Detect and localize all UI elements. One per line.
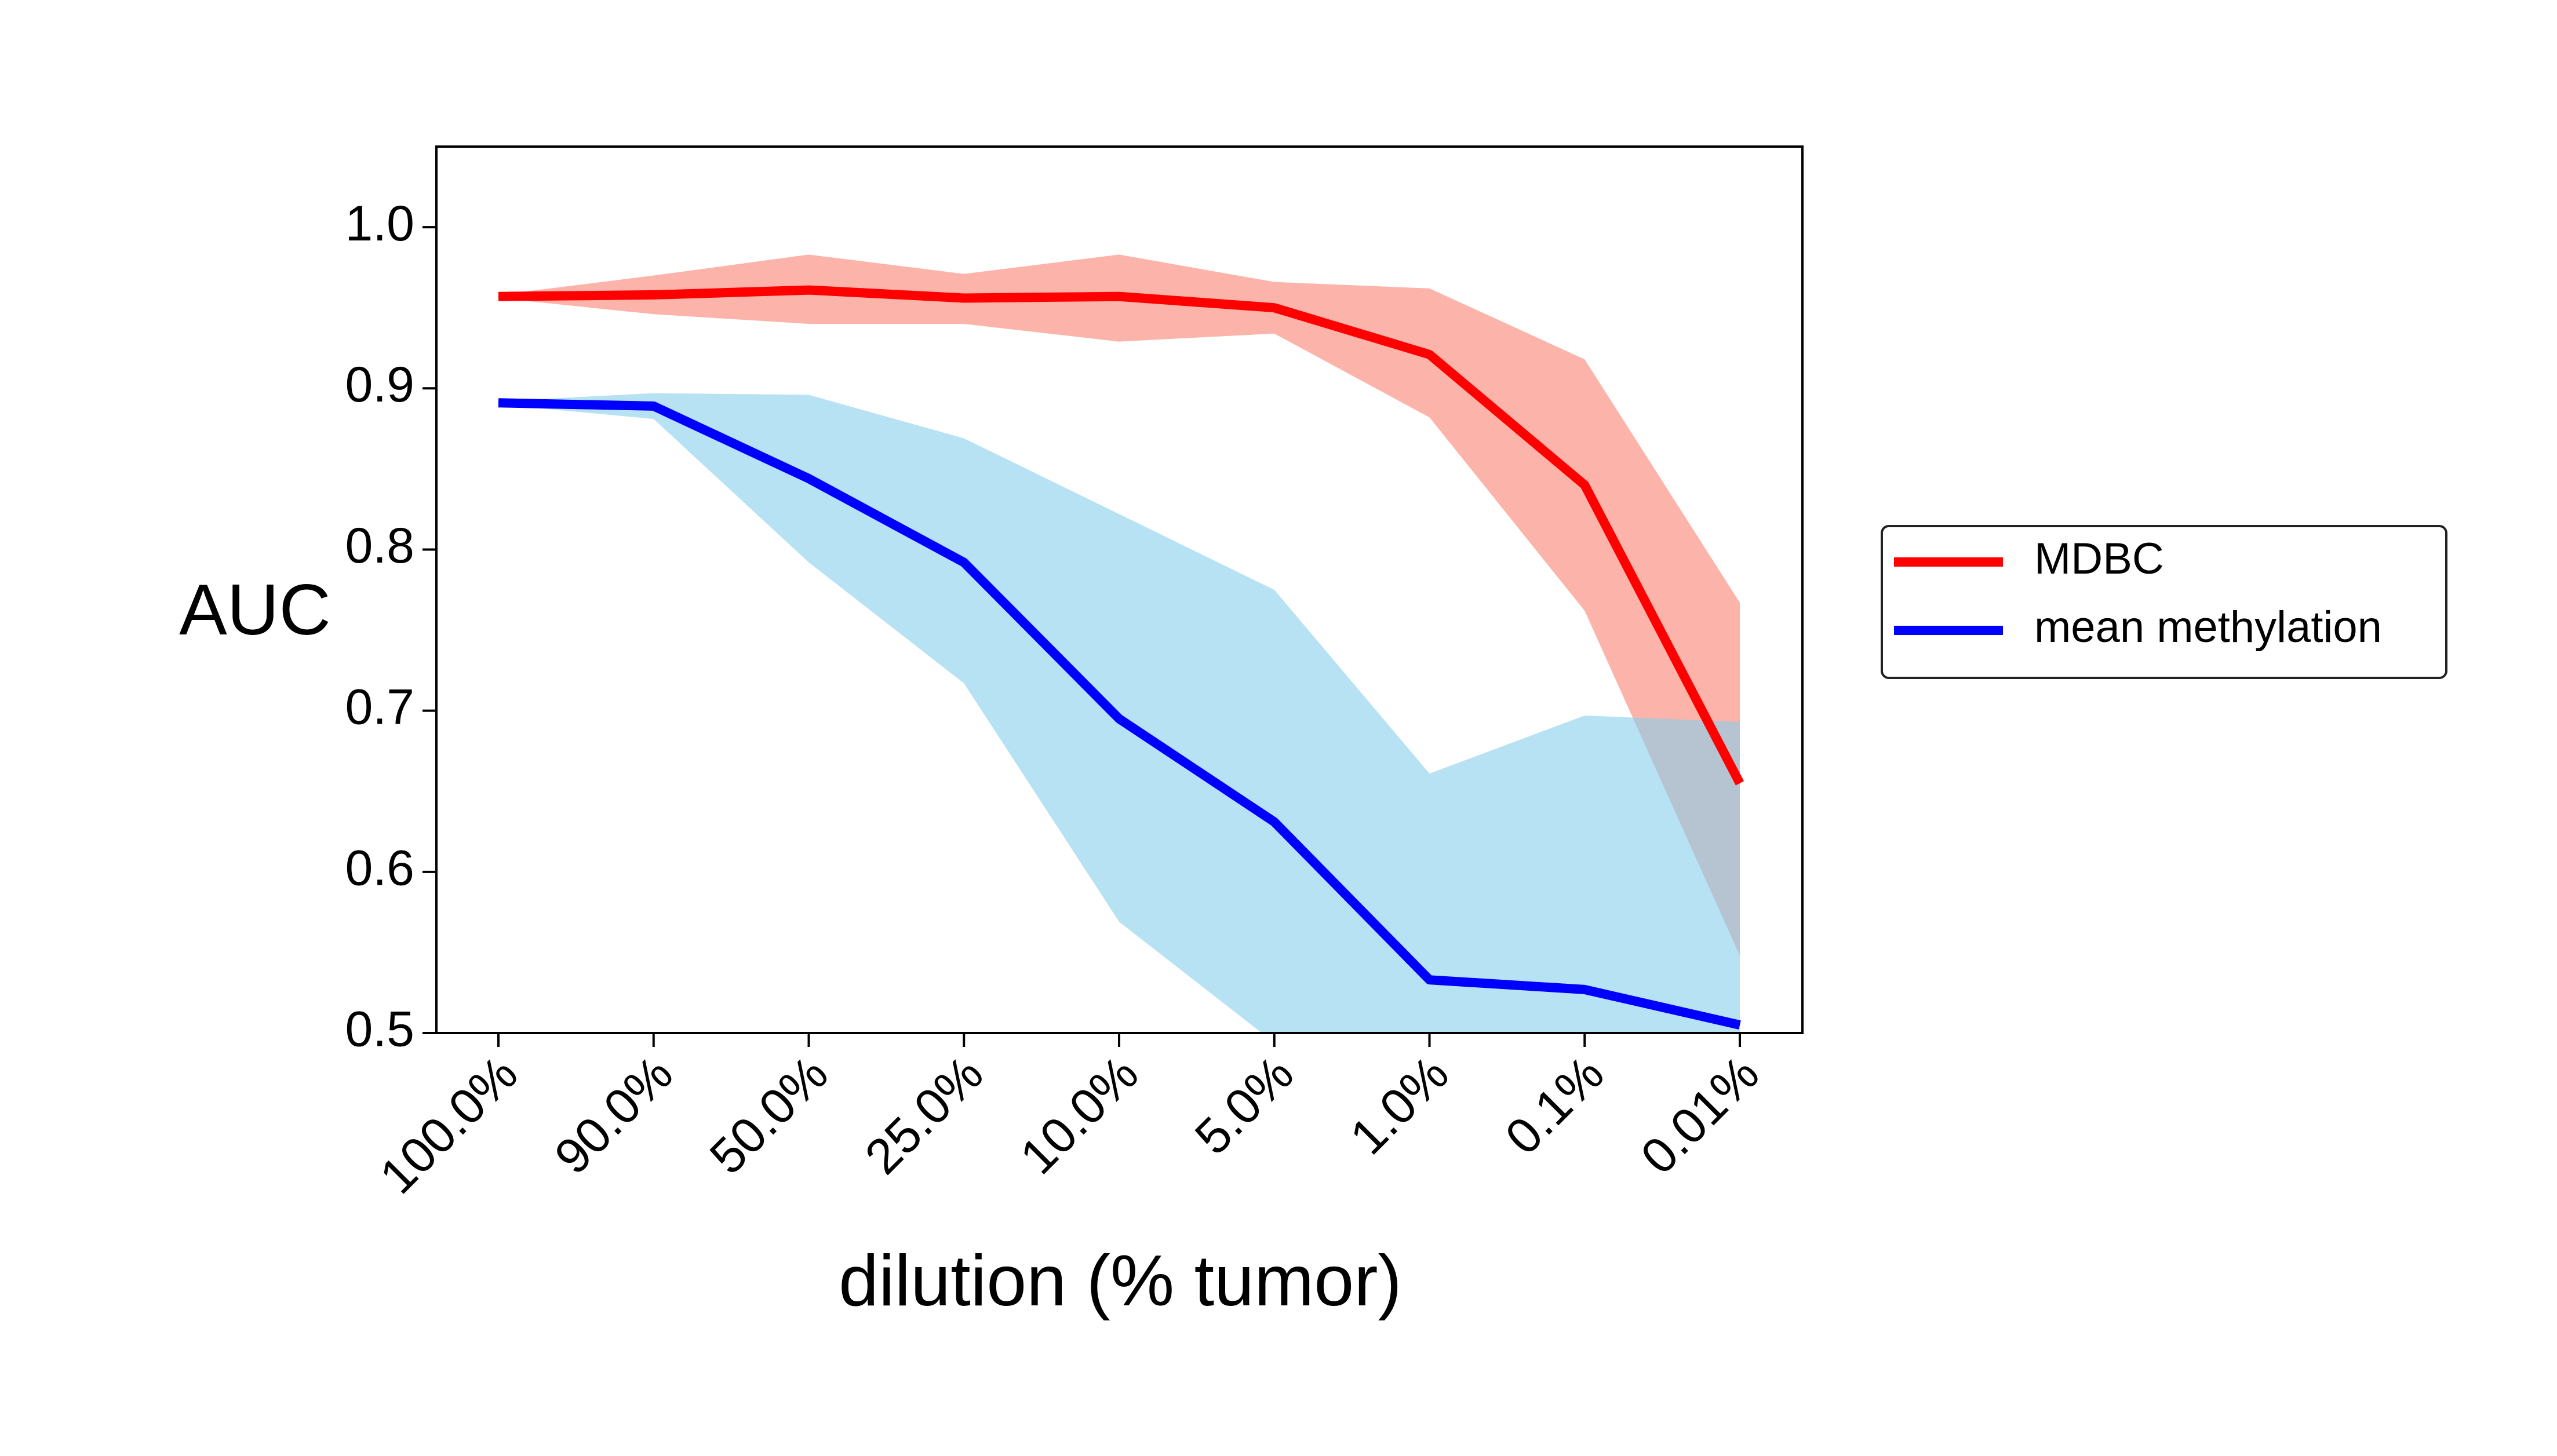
y-tick-label: 0.7 (345, 679, 414, 735)
y-tick-label: 0.5 (345, 1002, 414, 1057)
x-axis-title: dilution (% tumor) (839, 1241, 1402, 1321)
y-tick-label: 0.6 (345, 841, 414, 896)
y-tick-label: 0.9 (345, 357, 414, 413)
data-point-mdbc-6 (1429, 354, 1430, 355)
data-point-mdbc-4 (1119, 296, 1120, 297)
y-axis: 0.5 0.6 0.7 0.8 0.9 1.0 (345, 196, 436, 1057)
y-tick-label: 1.0 (345, 196, 414, 251)
data-point-mdbc-0 (498, 296, 499, 297)
data-point-mdbc-1 (653, 294, 654, 295)
y-axis-title: AUC (179, 570, 331, 650)
series-lines (498, 285, 1744, 1030)
legend-label-mdbc: MDBC (2034, 534, 2164, 583)
legend-label-mean-methylation: mean methylation (2034, 603, 2382, 652)
legend: MDBC mean methylation (1881, 525, 2447, 679)
legend-frame (1881, 525, 2447, 679)
y-tick-label: 0.8 (345, 518, 414, 574)
data-point-mean-methylation-4 (1119, 718, 1120, 720)
